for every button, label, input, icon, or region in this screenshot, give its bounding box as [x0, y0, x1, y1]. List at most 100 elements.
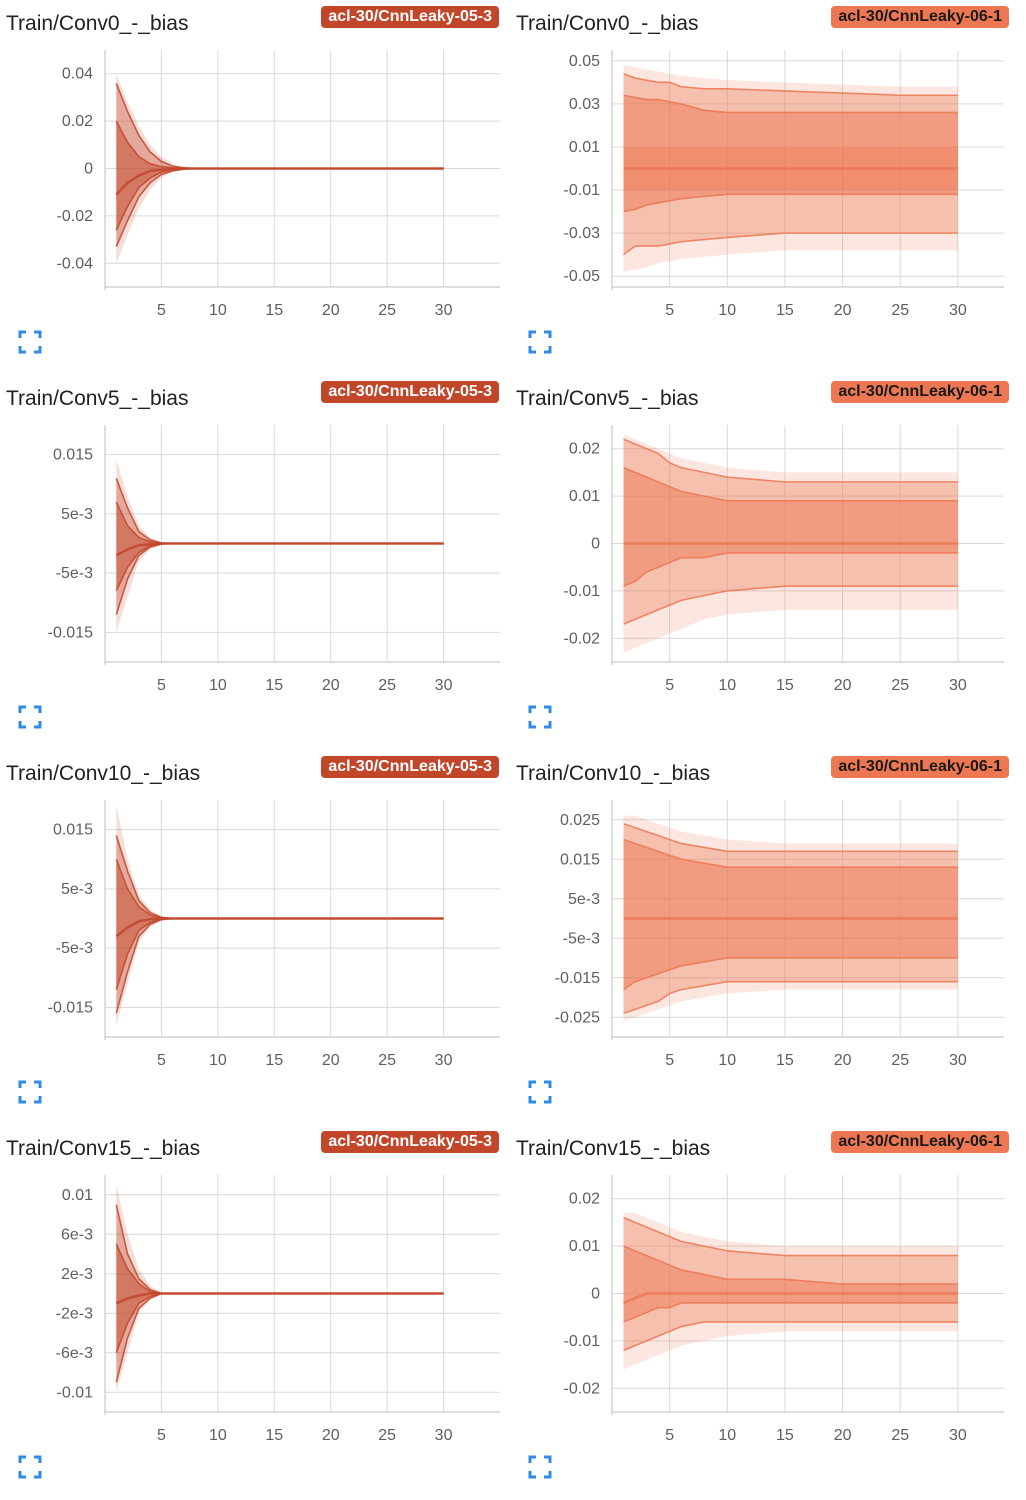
x-tick-label: 5 [157, 677, 166, 694]
expand-icon[interactable] [528, 1080, 552, 1104]
percentile-line [115, 501, 444, 545]
y-tick-label: -0.05 [564, 268, 601, 285]
x-tick-label: 30 [435, 677, 453, 694]
percentile-line [115, 542, 444, 592]
percentile-line [623, 980, 958, 1015]
expand-corner [18, 1096, 26, 1104]
x-tick-label: 30 [949, 677, 967, 694]
percentile-line [623, 193, 958, 213]
expand-corner [528, 705, 536, 713]
x-tick-label: 20 [834, 1427, 852, 1444]
expand-corner [34, 1471, 42, 1479]
expand-corner [544, 721, 552, 729]
x-tick-label: 5 [665, 1052, 674, 1069]
percentile-band [116, 478, 444, 615]
histogram-chart: 5 10 15 20 25 30 0.05 0.03 0.01 -0.01 -0.03 -0.05 [564, 50, 1004, 319]
x-tick-label: 25 [891, 1427, 909, 1444]
x-tick-label: 10 [209, 1427, 227, 1444]
expand-corner [544, 705, 552, 713]
percentile-line [115, 1292, 444, 1305]
histogram-card: Train/Conv5_-_bias acl-30/CnnLeaky-05-3 5 1… [0, 375, 505, 750]
percentile-line [115, 478, 444, 545]
y-tick-label: 6e-3 [61, 1226, 93, 1243]
y-tick-label: -0.01 [57, 1384, 94, 1401]
run-badge: acl-30/CnnLeaky-05-3 [321, 381, 499, 403]
chart-title: Train/Conv15_-_bias [6, 1137, 201, 1160]
percentile-line [115, 167, 444, 248]
x-tick-label: 25 [891, 1052, 909, 1069]
y-tick-label: -6e-3 [56, 1345, 93, 1362]
percentile-line [115, 917, 444, 1014]
x-tick-label: 15 [776, 1427, 794, 1444]
x-tick-label: 20 [322, 677, 340, 694]
expand-corner [18, 330, 26, 338]
percentile-line [623, 552, 958, 587]
y-tick-label: 0.01 [569, 488, 600, 505]
x-tick-label: 30 [949, 302, 967, 319]
run-badge: acl-30/CnnLeaky-06-1 [831, 6, 1009, 28]
expand-icon[interactable] [18, 1080, 42, 1104]
y-tick-label: 0.01 [569, 1238, 600, 1255]
x-tick-label: 5 [665, 302, 674, 319]
expand-corner [18, 1471, 26, 1479]
percentile-line [115, 1292, 444, 1383]
y-tick-label: -0.01 [564, 583, 601, 600]
y-tick-label: 5e-3 [568, 891, 600, 908]
x-tick-label: 20 [834, 677, 852, 694]
expand-corner [18, 1080, 26, 1088]
expand-corner [528, 1471, 536, 1479]
x-tick-label: 25 [378, 1052, 396, 1069]
y-tick-label: -0.01 [564, 1333, 601, 1350]
y-tick-label: 0 [591, 536, 600, 553]
histogram-card: Train/Conv10_-_bias acl-30/CnnLeaky-05-3 5… [0, 750, 505, 1125]
percentile-line [623, 1321, 958, 1352]
x-tick-label: 20 [322, 302, 340, 319]
y-tick-label: 0.05 [569, 53, 600, 70]
x-tick-label: 5 [665, 677, 674, 694]
expand-icon[interactable] [18, 1455, 42, 1479]
expand-icon[interactable] [528, 705, 552, 729]
percentile-line [623, 838, 958, 868]
expand-icon[interactable] [18, 330, 42, 354]
x-tick-label: 30 [435, 1427, 453, 1444]
percentile-line [623, 438, 958, 483]
percentile-line [623, 232, 958, 256]
histogram-chart: 5 10 15 20 25 30 0.015 5e-3 -5e-3 -0.015 [48, 800, 500, 1069]
percentile-band [116, 859, 444, 990]
percentile-line [623, 466, 958, 502]
histogram-card: Train/Conv5_-_bias acl-30/CnnLeaky-06-1 5 1… [510, 375, 1015, 750]
expand-corner [544, 1080, 552, 1088]
expand-corner [544, 330, 552, 338]
x-tick-label: 10 [209, 1052, 227, 1069]
percentile-line [623, 957, 958, 991]
percentile-line [623, 822, 958, 853]
expand-corner [34, 1096, 42, 1104]
expand-icon[interactable] [528, 330, 552, 354]
expand-icon[interactable] [528, 1455, 552, 1479]
percentile-band [116, 502, 444, 591]
chart-title: Train/Conv5_-_bias [6, 387, 189, 410]
x-tick-label: 30 [949, 1052, 967, 1069]
x-tick-label: 30 [435, 302, 453, 319]
x-tick-label: 15 [776, 677, 794, 694]
x-tick-label: 25 [891, 302, 909, 319]
x-tick-label: 25 [891, 677, 909, 694]
y-tick-label: -2e-3 [56, 1305, 93, 1322]
percentile-line [623, 94, 958, 114]
x-tick-label: 20 [322, 1052, 340, 1069]
expand-corner [34, 721, 42, 729]
y-tick-label: 0.04 [62, 66, 93, 83]
x-tick-label: 10 [209, 677, 227, 694]
histogram-chart: 5 10 15 20 25 30 0.025 0.015 5e-3 -5e-3 -0.015 -0.0… [555, 800, 1004, 1069]
y-tick-label: 0.015 [560, 851, 600, 868]
percentile-line [623, 1302, 958, 1323]
y-tick-label: 0.01 [62, 1187, 93, 1204]
y-tick-label: 0.02 [62, 113, 93, 130]
y-tick-label: -0.01 [564, 182, 601, 199]
y-tick-label: -0.02 [564, 1380, 601, 1397]
histogram-chart: 5 10 15 20 25 30 0.02 0.01 0 -0.01 -0.02 [564, 1175, 1004, 1444]
percentile-line [623, 585, 958, 625]
percentile-line [115, 82, 444, 170]
percentile-band [623, 95, 958, 212]
expand-icon[interactable] [18, 705, 42, 729]
